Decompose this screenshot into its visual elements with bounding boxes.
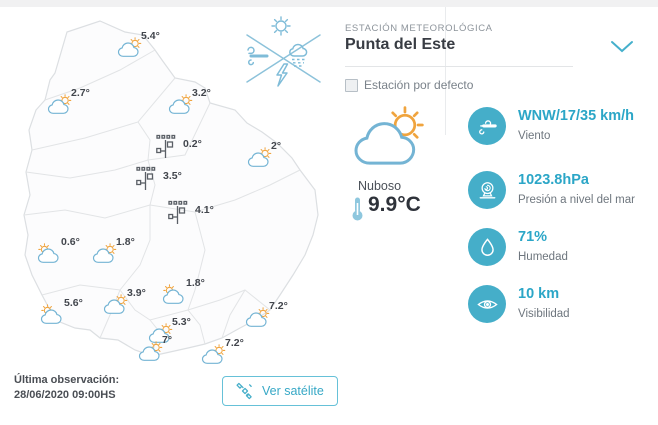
station-temp: 2.7° <box>71 87 90 99</box>
stat-value: 71% <box>518 229 548 245</box>
logo-rain-cloud-icon <box>289 43 308 67</box>
cloud-sun-icon <box>37 243 59 263</box>
humidity-icon <box>468 228 506 266</box>
station-temp: 5.4° <box>141 30 160 42</box>
satellite-icon <box>236 382 252 400</box>
stat-row: 71% Humedad <box>468 228 568 266</box>
last-observation-value: 28/06/2020 09:00HS <box>14 389 116 401</box>
station-temp: 3.5° <box>163 170 182 182</box>
station-temp: 4.1° <box>195 204 214 216</box>
panel-divider <box>445 7 446 135</box>
cloud-sun-icon <box>245 307 270 327</box>
stat-value: 1023.8hPa <box>518 172 589 188</box>
visibility-icon <box>468 285 506 323</box>
cloud-sun-icon <box>92 243 117 263</box>
station-temp: 5.6° <box>64 297 83 309</box>
stat-label: Visibilidad <box>518 307 570 320</box>
cloud-sun-icon <box>247 147 272 167</box>
default-station-label: Estación por defecto <box>364 78 474 92</box>
last-observation-label: Última observación: <box>14 374 120 386</box>
cloud-sun-icon <box>162 284 184 304</box>
cloud-sun-icon <box>201 344 226 364</box>
station-temp: 1.8° <box>186 277 205 289</box>
stat-label: Humedad <box>518 250 568 263</box>
satellite-button-label: Ver satélite <box>262 384 324 398</box>
cloud-sun-icon <box>148 323 173 343</box>
wind-barb-glyph-icon <box>156 134 176 158</box>
logo-sun-icon <box>271 16 291 36</box>
pressure-icon <box>468 171 506 209</box>
default-station-row[interactable]: Estación por defecto <box>345 78 473 92</box>
station-temp: 3.2° <box>192 87 211 99</box>
station-temp: 7.2° <box>225 337 244 349</box>
condition-text: Nuboso <box>358 179 402 193</box>
station-name: Punta del Este <box>345 36 456 53</box>
wind-icon <box>468 107 506 145</box>
satellite-button[interactable]: Ver satélite <box>222 376 338 406</box>
station-temp: 7.2° <box>269 300 288 312</box>
stat-label: Presión a nivel del mar <box>518 193 635 206</box>
default-station-checkbox[interactable] <box>345 78 358 92</box>
stat-row: 1023.8hPa Presión a nivel del mar <box>468 171 635 209</box>
station-temp: 0.6° <box>61 236 80 248</box>
cloud-sun-icon <box>103 294 128 314</box>
station-temp: 3.9° <box>127 287 146 299</box>
stat-value: 10 km <box>518 286 560 302</box>
cloud-sun-icon <box>40 304 62 324</box>
station-temp: 1.8° <box>116 236 135 248</box>
stat-row: WNW/17/35 km/h Viento <box>468 107 634 145</box>
logo-wind-icon <box>247 46 269 66</box>
temperature-value: 9.9°C <box>368 193 421 216</box>
chevron-down-icon[interactable] <box>610 40 634 54</box>
cloud-sun-icon <box>168 94 193 114</box>
wind-barb-glyph-icon <box>168 200 188 224</box>
thermometer-icon <box>352 197 363 221</box>
weather-logo-icon <box>246 16 321 87</box>
cloud-sun-icon <box>138 341 163 361</box>
stat-row: 10 km Visibilidad <box>468 285 570 323</box>
top-bar <box>0 0 658 7</box>
cloud-sun-icon <box>354 106 424 165</box>
station-section-label: ESTACIÓN METEOROLÓGICA <box>345 23 493 34</box>
stat-label: Viento <box>518 129 551 142</box>
logo-lightning-icon <box>276 63 289 87</box>
uruguay-map <box>23 20 319 357</box>
department-borders <box>23 49 301 357</box>
wind-barb-glyph-icon <box>136 166 156 190</box>
last-observation: Última observación: 28/06/2020 09:00HS <box>14 373 119 403</box>
station-temp: 0.2° <box>183 138 202 150</box>
cloud-sun-icon <box>117 37 142 57</box>
cloud-sun-icon <box>47 94 72 114</box>
station-temp: 7° <box>162 334 173 346</box>
stat-value: WNW/17/35 km/h <box>518 108 635 124</box>
header-divider <box>345 66 573 67</box>
station-temp: 5.3° <box>172 316 191 328</box>
station-temp: 2° <box>271 140 282 152</box>
